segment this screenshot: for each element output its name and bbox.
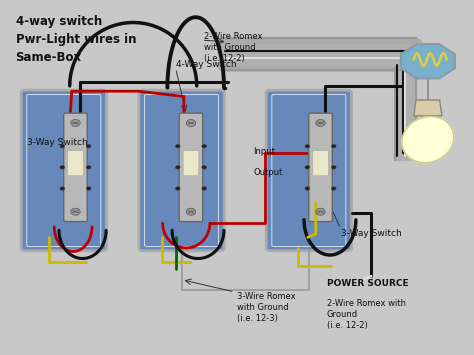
Circle shape (60, 165, 64, 169)
Circle shape (86, 165, 91, 169)
Text: 2-Wire Romex
with Ground
(i.e. 12-2): 2-Wire Romex with Ground (i.e. 12-2) (204, 32, 263, 63)
Circle shape (86, 187, 91, 190)
FancyBboxPatch shape (309, 113, 332, 222)
Circle shape (60, 144, 64, 148)
Text: POWER SOURCE: POWER SOURCE (327, 279, 408, 288)
Polygon shape (414, 100, 442, 116)
FancyBboxPatch shape (272, 94, 346, 246)
Circle shape (202, 144, 207, 148)
FancyBboxPatch shape (68, 151, 83, 176)
Circle shape (305, 165, 310, 169)
Circle shape (316, 119, 325, 126)
Circle shape (71, 208, 80, 215)
Circle shape (175, 144, 180, 148)
Circle shape (305, 187, 310, 190)
Circle shape (86, 144, 91, 148)
FancyBboxPatch shape (145, 94, 219, 246)
Circle shape (60, 187, 64, 190)
Circle shape (331, 187, 336, 190)
Circle shape (202, 165, 207, 169)
Text: 3-Wire Romex
with Ground
(i.e. 12-3): 3-Wire Romex with Ground (i.e. 12-3) (237, 292, 296, 323)
Circle shape (175, 165, 180, 169)
Text: 4-way switch
Pwr-Light wires in
Same-Box: 4-way switch Pwr-Light wires in Same-Box (16, 16, 136, 65)
FancyBboxPatch shape (313, 151, 328, 176)
FancyBboxPatch shape (21, 90, 107, 251)
Circle shape (331, 144, 336, 148)
Circle shape (175, 187, 180, 190)
Text: 4-Way Switch: 4-Way Switch (176, 60, 237, 69)
Circle shape (305, 144, 310, 148)
FancyBboxPatch shape (27, 94, 101, 246)
Circle shape (202, 187, 207, 190)
FancyBboxPatch shape (64, 113, 87, 222)
Circle shape (71, 119, 80, 126)
FancyBboxPatch shape (266, 90, 352, 251)
Circle shape (186, 119, 196, 126)
Circle shape (186, 208, 196, 215)
Polygon shape (402, 116, 454, 163)
Text: 3-Way Switch: 3-Way Switch (341, 229, 401, 238)
Circle shape (316, 208, 325, 215)
Text: Output: Output (254, 168, 283, 177)
Polygon shape (401, 44, 455, 78)
FancyBboxPatch shape (139, 90, 224, 251)
Text: 3-Way Switch: 3-Way Switch (27, 138, 88, 147)
Text: 2-Wire Romex with
Ground
(i.e. 12-2): 2-Wire Romex with Ground (i.e. 12-2) (327, 299, 406, 330)
FancyBboxPatch shape (183, 151, 199, 176)
Text: Input: Input (254, 147, 275, 155)
Circle shape (331, 165, 336, 169)
FancyBboxPatch shape (179, 113, 203, 222)
